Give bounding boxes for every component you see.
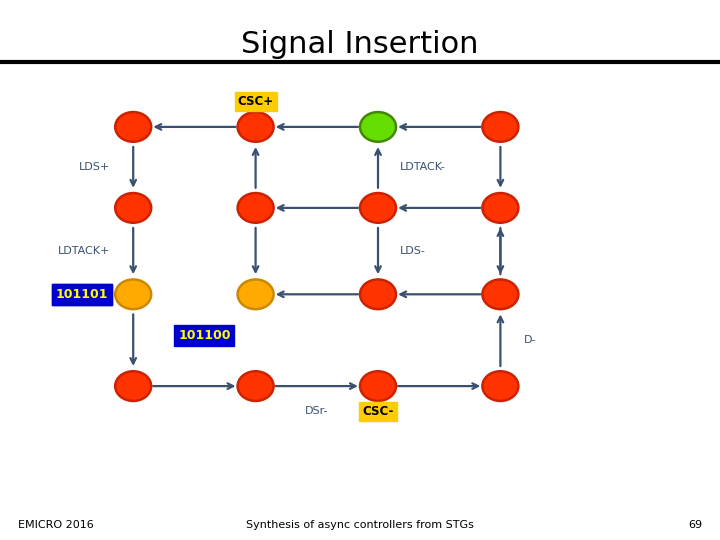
Text: LDTACK-: LDTACK- xyxy=(400,163,446,172)
Ellipse shape xyxy=(115,193,151,222)
Text: LDS+: LDS+ xyxy=(79,163,110,172)
Text: Signal Insertion: Signal Insertion xyxy=(241,30,479,59)
Ellipse shape xyxy=(360,193,396,222)
Ellipse shape xyxy=(115,112,151,141)
Text: 69: 69 xyxy=(688,520,702,530)
Ellipse shape xyxy=(238,193,274,222)
Ellipse shape xyxy=(115,372,151,401)
Text: LDS-: LDS- xyxy=(400,246,426,256)
Text: CSC+: CSC+ xyxy=(238,95,274,108)
Text: 101100: 101100 xyxy=(178,329,230,342)
Ellipse shape xyxy=(360,112,396,141)
Ellipse shape xyxy=(238,280,274,309)
Ellipse shape xyxy=(238,112,274,141)
Ellipse shape xyxy=(360,280,396,309)
Ellipse shape xyxy=(238,372,274,401)
Ellipse shape xyxy=(482,372,518,401)
Text: DSr-: DSr- xyxy=(305,406,328,416)
Text: CSC-: CSC- xyxy=(362,405,394,418)
Text: LDTACK+: LDTACK+ xyxy=(58,246,110,256)
Ellipse shape xyxy=(360,372,396,401)
Ellipse shape xyxy=(482,193,518,222)
Ellipse shape xyxy=(482,112,518,141)
Ellipse shape xyxy=(482,280,518,309)
Text: EMICRO 2016: EMICRO 2016 xyxy=(18,520,94,530)
Ellipse shape xyxy=(115,280,151,309)
Text: 101101: 101101 xyxy=(55,288,108,301)
Text: Synthesis of async controllers from STGs: Synthesis of async controllers from STGs xyxy=(246,520,474,530)
Text: D-: D- xyxy=(523,335,536,345)
Text: 101101: 101101 xyxy=(55,288,108,301)
